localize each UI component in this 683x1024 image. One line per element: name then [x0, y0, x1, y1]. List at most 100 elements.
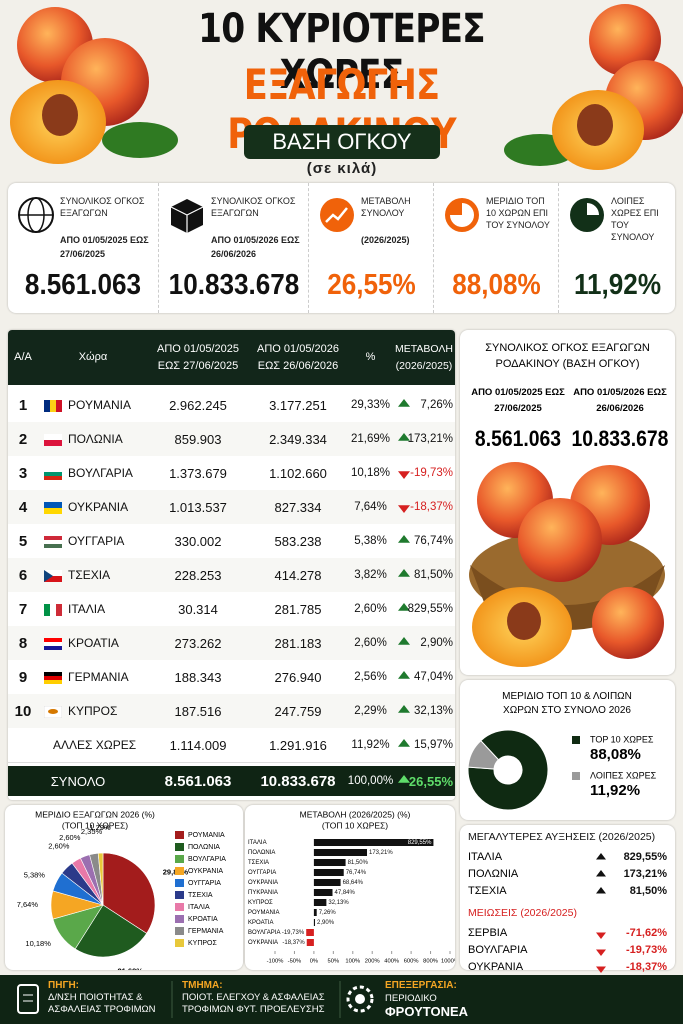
country: ΠΟΛΩΝΙΑ: [68, 432, 123, 446]
kpi-label: ΜΕΡΙΔΙΟ ΤΟΠ 10 ΧΩΡΩΝ ΕΠΙ ΤΟΥ ΣΥΝΟΛΟΥ: [486, 196, 550, 230]
legend-swatch: [175, 843, 184, 851]
total-cell: 100,00%: [347, 775, 394, 787]
category-label: ΠΥΚΡΑΝΙΑ: [248, 890, 278, 896]
country: ΓΕΡΜΑΝΙΑ: [68, 670, 129, 684]
country: ΚΡΟΑΤΙΑ: [68, 636, 119, 650]
kpi-value: 11,92%: [573, 269, 662, 301]
value-label: 21,69%: [117, 966, 143, 970]
kpi-icon-svg: [170, 199, 204, 233]
flag-stripe: [50, 604, 56, 616]
badge: ΒΑΣΗ ΟΓΚΟΥ: [244, 125, 440, 159]
badge-circle: [320, 198, 354, 232]
change-arrow-svg: [398, 535, 410, 543]
change-arrow: [397, 738, 411, 757]
arrow-svg: [596, 870, 606, 877]
cell: 1.102.660: [269, 465, 327, 481]
cell: 281.785: [274, 601, 322, 617]
cell: 827.334: [274, 499, 322, 515]
flag-stripe: [44, 676, 62, 680]
flag-stripe: [44, 536, 62, 540]
value-label: 5,38%: [24, 871, 46, 880]
bar-panel: ΜΕΤΑΒΟΛΗ (2026/2025) (%) (ΤΟΠ 10 ΧΩΡΕΣ) -1…: [245, 805, 459, 970]
arrow: [595, 944, 607, 962]
change-arrow-svg: [398, 739, 410, 747]
x-tick-label: 200%: [365, 959, 380, 965]
kpi-label: ΜΕΤΑΒΟΛΗ ΣΥΝΟΛΟΥ: [361, 196, 411, 218]
flag-stripe: [44, 672, 62, 676]
value-label: 2,60%: [59, 833, 81, 842]
change-arrow: [397, 774, 411, 793]
legend-label: ΛΟΙΠΕΣ ΧΩΡΕΣ: [590, 770, 657, 780]
peach-basket: [469, 462, 665, 667]
change-arrow: [397, 670, 411, 689]
arrow: [595, 961, 607, 979]
change-arrow: [397, 568, 411, 587]
category-label: ΤΣΕΧΙΑ: [248, 860, 269, 866]
legend-swatch: [175, 891, 184, 899]
x-tick-label: 100%: [345, 959, 360, 965]
arrow-up: [596, 853, 606, 860]
legend-label: ΙΤΑΛΙΑ: [188, 904, 210, 911]
arrow-down: [596, 949, 606, 956]
cell: 583.238: [274, 533, 322, 549]
category-label: ΟΥΚΡΑΝΙΑ: [248, 880, 278, 886]
source-label: ΠΗΓΗ:: [48, 980, 80, 991]
editing-label: ΕΠΕΞΕΡΓΑΣΙΑ:: [385, 980, 457, 991]
rank: 5: [18, 532, 28, 550]
value-label: 7,26%: [319, 910, 337, 916]
change-arrow: [397, 704, 411, 723]
arrow-up: [398, 535, 410, 543]
change-arrow-svg: [398, 775, 410, 783]
bar: [313, 879, 341, 886]
summary-panel: ΣΥΝΟΛΙΚΟΣ ΟΓΚΟΣ ΕΞΑΓΩΓΩΝ ΡΟΔΑΚΙΝΟΥ (ΒΑΣΗ…: [460, 330, 675, 675]
category-label: ΟΥΓΓΑΡΙΑ: [248, 870, 276, 876]
change-arrow-svg: [398, 637, 410, 645]
cell: 414.278: [274, 567, 322, 583]
x-tick-label: 400%: [384, 959, 399, 965]
x-tick-label: 1000%: [441, 959, 455, 965]
change-arrow-svg: [398, 671, 410, 679]
arrow-up: [398, 569, 410, 577]
change-arrow: [397, 500, 411, 519]
flag: [44, 501, 62, 519]
change: 32,13%: [413, 705, 453, 717]
x-tick-label: -100%: [267, 959, 284, 965]
flag-stripe: [44, 434, 62, 440]
change: 76,74%: [413, 535, 453, 547]
flag-svg: [44, 672, 62, 684]
decreases-title: ΜΕΙΩΣΕΙΣ (2026/2025): [468, 907, 577, 919]
kpi: ΜΕΤΑΒΟΛΗ ΣΥΝΟΛΟΥ (2026/2025) 26,55%: [308, 183, 434, 313]
legend-swatch: [175, 831, 184, 839]
chart-title: ΜΕΤΑΒΟΛΗ (2026/2025) (%): [300, 809, 411, 819]
cell: 859.903: [174, 431, 222, 447]
change: 829,55%: [407, 603, 453, 615]
table-header-bg: [8, 330, 455, 385]
flag: [44, 569, 62, 587]
flag-stripe: [44, 544, 62, 548]
value-label: 68,64%: [343, 880, 364, 886]
legend-label: ΠΟΛΩΝΙΑ: [188, 844, 220, 851]
arrow-svg: [596, 966, 606, 973]
change: 173,21%: [623, 868, 667, 880]
increases-title: ΜΕΓΑΛΥΤΕΡΕΣ ΑΥΞΗΣΕΙΣ (2026/2025): [468, 831, 656, 843]
pie-chart: ΜΕΡΙΔΙΟ ΕΞΑΓΩΓΩΝ 2026 (%)(ΤΟΠ 10 ΧΩΡΕΣ)2…: [17, 809, 226, 975]
kpi-icon-svg: [320, 198, 354, 232]
cell: 188.343: [174, 669, 222, 685]
flag-stripe: [44, 570, 53, 582]
cell: 2.962.245: [169, 397, 227, 413]
cell: 1.373.679: [169, 465, 227, 481]
legend-swatch: [175, 855, 184, 863]
arrow-up: [398, 433, 410, 441]
flag-stripe: [44, 570, 62, 576]
cell: 330.002: [174, 533, 222, 549]
change-arrow: [397, 398, 411, 417]
change: 2,90%: [420, 637, 453, 649]
x-tick-label: 50%: [328, 959, 340, 965]
arrow-up: [398, 671, 410, 679]
arrow-up: [398, 399, 410, 407]
brand: ΦΡΟΥΤΟΝΕΑ: [385, 1004, 469, 1019]
chart-title: ΜΕΡΙΔΙΟ ΕΞΑΓΩΓΩΝ 2026 (%): [35, 809, 155, 819]
footer: ΠΗΓΗ: Δ/ΝΣΗ ΠΟΙΟΤΗΤΑΣ & ΑΣΦΑΛΕΙΑΣ ΤΡΟΦΙΜ…: [0, 975, 683, 1024]
bar: [313, 839, 434, 846]
